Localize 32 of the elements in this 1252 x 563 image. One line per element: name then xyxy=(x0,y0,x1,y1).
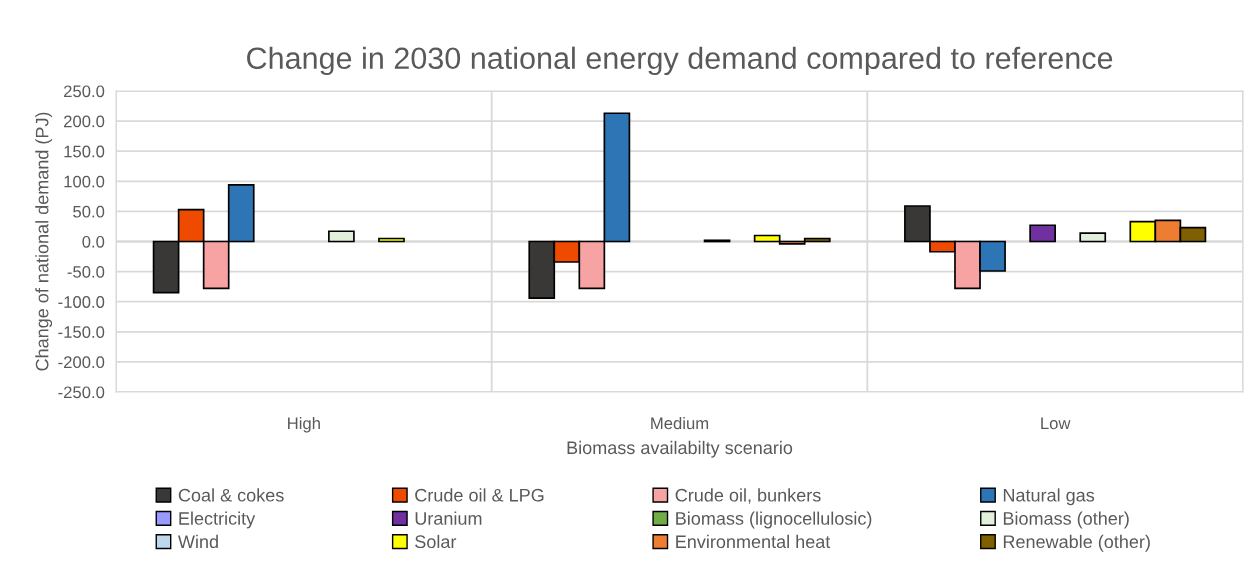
legend-label: Solar xyxy=(415,534,457,549)
y-tick-label: -50.0 xyxy=(67,266,105,278)
y-tick-label: -250.0 xyxy=(58,386,105,399)
x-axis-title: Biomass availabilty scenario xyxy=(567,440,793,458)
y-tick-label: -100.0 xyxy=(58,296,105,308)
legend-label: Coal & cokes xyxy=(178,488,284,502)
legend-label: Natural gas xyxy=(1003,488,1095,506)
bar xyxy=(328,230,355,243)
bar xyxy=(1079,232,1107,243)
legend-label: Electricity xyxy=(179,511,256,529)
legend-label: Wind xyxy=(178,534,218,549)
y-tick-label: -200.0 xyxy=(58,356,105,369)
bar xyxy=(1029,224,1057,243)
legend-label: Environmental heat xyxy=(676,534,831,549)
y-tick-label: -150.0 xyxy=(58,326,105,338)
y-tick-label: 200.0 xyxy=(64,115,105,128)
y-tick-label: 150.0 xyxy=(64,145,105,158)
legend-label: Uranium xyxy=(415,511,482,525)
y-tick-label: 250.0 xyxy=(64,85,105,98)
x-tick-label: Medium xyxy=(651,417,709,430)
x-tick-label: High xyxy=(288,417,320,433)
legend-label: Crude oil & LPG xyxy=(415,488,544,502)
y-tick-label: 100.0 xyxy=(64,175,105,188)
legend-label: Biomass (other) xyxy=(1003,511,1129,529)
y-tick-label: 50.0 xyxy=(73,205,105,218)
x-tick-label: Low xyxy=(1041,417,1071,430)
chart-title: Change in 2030 national energy demand compared to reference xyxy=(247,46,1113,76)
legend-label: Crude oil, bunkers xyxy=(675,488,821,504)
legend-label: Renewable (other) xyxy=(1003,534,1150,552)
y-axis-title: Change of national demand (PJ) xyxy=(35,112,53,371)
y-tick-label: 0.0 xyxy=(82,235,105,248)
legend-label: Biomass (lignocellulosic) xyxy=(676,511,872,529)
